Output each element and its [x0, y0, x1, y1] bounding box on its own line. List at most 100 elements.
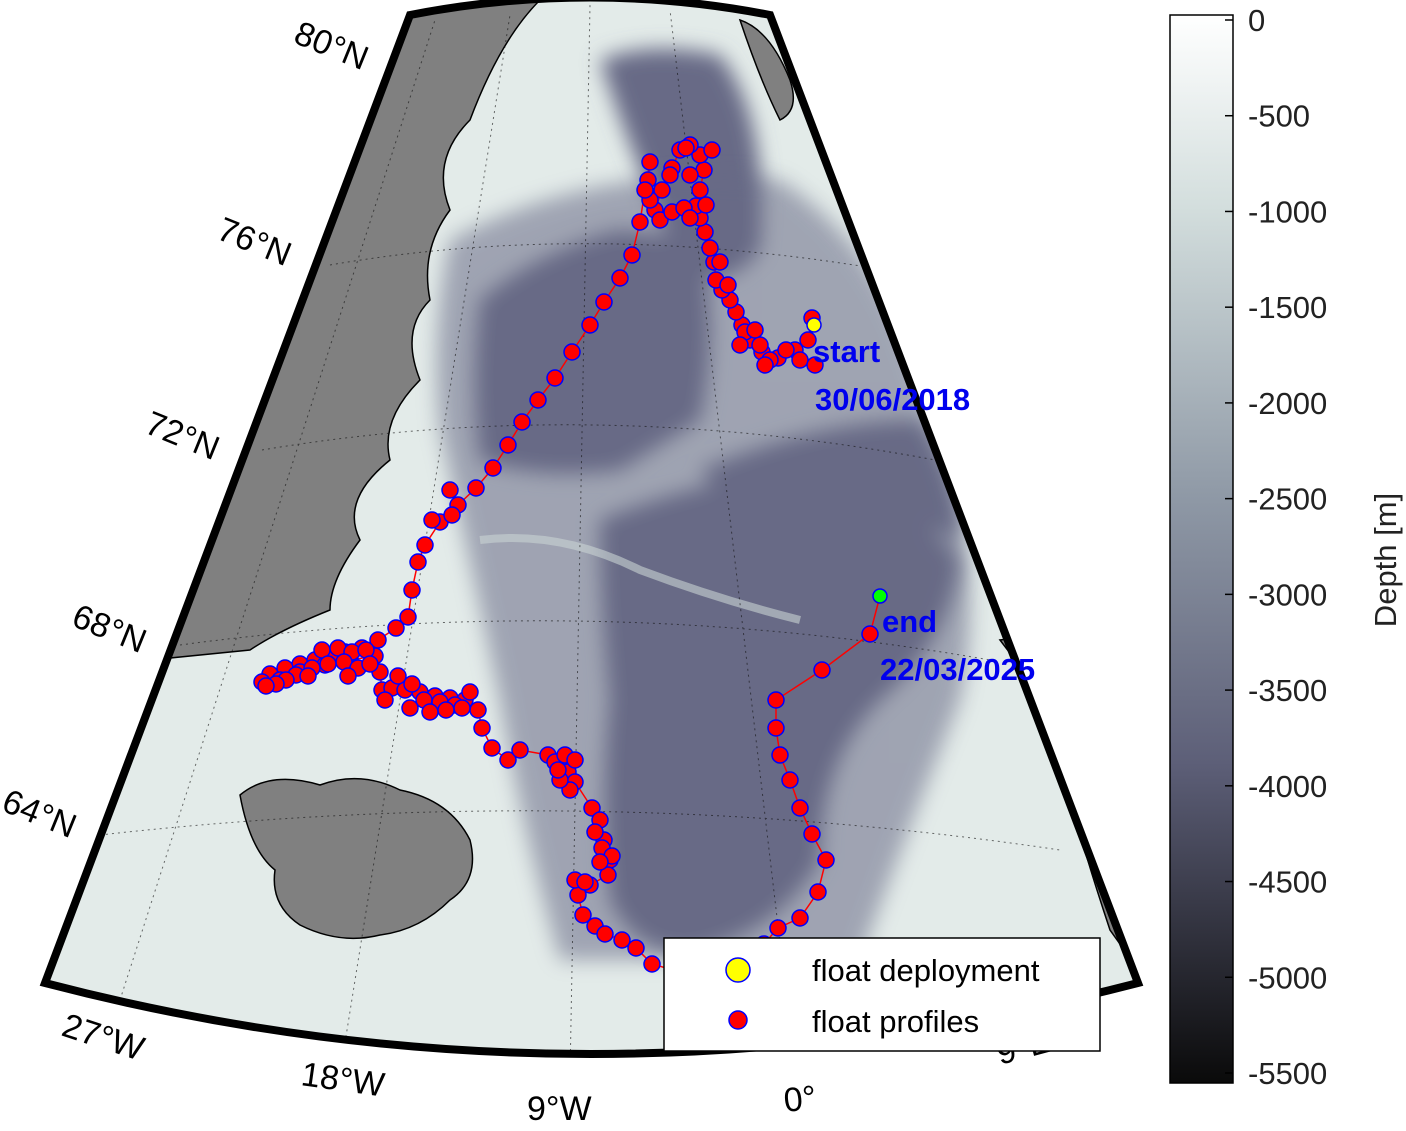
profile-marker: [586, 823, 604, 841]
svalbard-landmass: [738, 18, 795, 122]
colorbar-tick-label: -3500: [1248, 673, 1327, 708]
colorbar-gradient: [1169, 14, 1234, 1084]
profile-marker: [441, 481, 459, 499]
legend-deployment-label: float deployment: [812, 953, 1040, 988]
profile-marker: [681, 209, 699, 227]
longitude-label: 0°: [782, 1079, 818, 1120]
profile-marker: [423, 511, 441, 529]
latitude-label: 68°N: [67, 597, 152, 661]
latitude-label: 76°N: [212, 210, 297, 274]
profile-marker: [566, 751, 584, 769]
profile-marker: [771, 746, 789, 764]
profile-marker: [799, 331, 817, 349]
profile-marker: [697, 196, 715, 214]
profile-marker: [409, 553, 427, 571]
profile-marker: [596, 925, 614, 943]
colorbar-tick-label: -2000: [1248, 386, 1327, 421]
colorbar-tick-label: -1000: [1248, 194, 1327, 229]
profile-marker: [791, 799, 809, 817]
profile-marker: [651, 211, 669, 229]
profile-marker: [611, 269, 629, 287]
profile-marker: [387, 619, 405, 637]
profile-marker: [623, 246, 641, 264]
profile-marker: [861, 625, 879, 643]
end-date: 22/03/2025: [880, 652, 1035, 687]
profile-marker: [583, 799, 601, 817]
profile-marker: [653, 181, 671, 199]
profile-marker: [453, 699, 471, 717]
profile-marker: [595, 293, 613, 311]
profile-marker: [627, 939, 645, 957]
colorbar: 0 -500 -1000 -1500 -2000 -2500 -3000 -3500 -4000…: [1169, 3, 1403, 1091]
profile-marker: [513, 413, 531, 431]
profile-marker: [581, 316, 599, 334]
profile-marker: [574, 906, 592, 924]
profile-marker: [756, 356, 774, 374]
profile-marker: [731, 336, 749, 354]
profile-marker: [376, 691, 394, 709]
profile-marker: [361, 655, 379, 673]
legend-box: [663, 937, 1101, 1052]
latitude-label: 80°N: [289, 14, 374, 78]
profile-marker: [257, 677, 275, 695]
profile-marker: [711, 253, 729, 271]
graticule: [99, 4, 1061, 1054]
profile-marker: [746, 321, 764, 339]
profile-marker: [529, 391, 547, 409]
profile-marker: [443, 506, 461, 524]
profile-marker: [467, 479, 485, 497]
profile-marker: [777, 341, 795, 359]
profile-marker: [806, 356, 824, 374]
profile-marker: [661, 166, 679, 184]
profile-marker: [339, 667, 357, 685]
profile-marker: [817, 851, 835, 869]
colorbar-tick-label: -3000: [1248, 577, 1327, 612]
profile-marker: [751, 336, 769, 354]
profile-marker: [389, 667, 407, 685]
profile-marker: [416, 536, 434, 554]
colorbar-tick-label: -2500: [1248, 482, 1327, 517]
profile-marker: [691, 181, 709, 199]
profile-marker: [701, 239, 719, 257]
colorbar-tick-label: -4000: [1248, 769, 1327, 804]
start-date: 30/06/2018: [815, 382, 970, 417]
profile-marker: [636, 181, 654, 199]
start-label: start: [813, 334, 880, 369]
profile-marker: [499, 436, 517, 454]
profile-marker: [403, 581, 421, 599]
profile-marker: [769, 919, 787, 937]
profile-marker: [546, 369, 564, 387]
profile-marker: [803, 825, 821, 843]
colorbar-tick-label: -5000: [1248, 960, 1327, 995]
profile-marker: [681, 166, 699, 184]
latitude-label: 72°N: [140, 404, 225, 468]
deployment-marker-icon: [725, 957, 751, 983]
profile-marker: [781, 771, 799, 789]
profile-marker: [473, 719, 491, 737]
end-marker: [872, 588, 888, 604]
profile-marker: [641, 153, 659, 171]
profile-marker: [719, 276, 737, 294]
profile-marker: [401, 699, 419, 717]
legend: float deployment float profiles: [663, 937, 1101, 1052]
longitude-label: 9°W: [527, 1090, 592, 1128]
profile-marker: [791, 909, 809, 927]
legend-profiles-label: float profiles: [812, 1004, 979, 1039]
profile-marker: [613, 931, 631, 949]
profile-marker: [576, 873, 594, 891]
profile-marker: [677, 139, 695, 157]
colorbar-title: Depth [m]: [1368, 493, 1403, 627]
colorbar-tick-label: 0: [1248, 3, 1265, 38]
longitude-label: 27°W: [58, 1006, 149, 1068]
profile-marker: [703, 141, 721, 159]
float-track: [253, 136, 888, 981]
profile-marker: [484, 459, 502, 477]
profile-marker: [643, 955, 661, 973]
longitude-label: 18°W: [299, 1055, 387, 1104]
profile-marker: [809, 883, 827, 901]
iceland-landmass: [239, 777, 474, 940]
profile-marker: [767, 719, 785, 737]
latitude-label: 64°N: [0, 782, 82, 846]
deployment-marker: [806, 317, 822, 333]
